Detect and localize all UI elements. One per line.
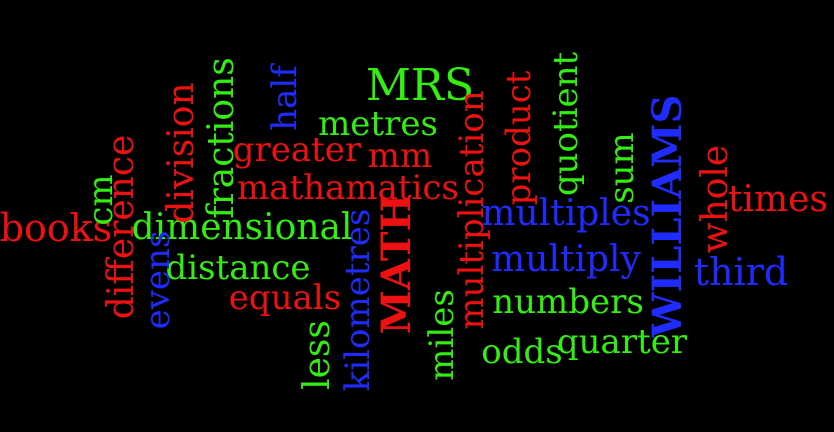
word-product: product xyxy=(499,70,539,206)
word-less: less xyxy=(297,320,338,390)
word-half: half xyxy=(265,65,305,131)
word-distance: distance xyxy=(165,248,311,288)
word-quarter: quarter xyxy=(556,322,688,362)
word-greater: greater xyxy=(232,130,362,170)
word-odds: odds xyxy=(481,332,563,372)
word-equals: equals xyxy=(228,278,342,318)
word-fractions: fractions xyxy=(201,57,242,219)
word-multiples: multiples xyxy=(481,193,651,234)
word-williams: WILLIAMS xyxy=(644,94,691,338)
word-dimensional: dimensional xyxy=(131,207,353,248)
word-multiplication: multiplication xyxy=(452,90,492,330)
word-metres: metres xyxy=(318,104,438,144)
word-evens: evens xyxy=(138,230,178,330)
word-quotient: quotient xyxy=(546,51,586,197)
word-sum: sum xyxy=(602,132,642,204)
word-difference: difference xyxy=(101,134,142,320)
word-mathamatics: mathamatics xyxy=(237,168,459,208)
word-math: MATH xyxy=(373,193,420,335)
word-third: third xyxy=(693,250,789,294)
word-whole: whole xyxy=(695,144,736,254)
word-mm: mm xyxy=(367,136,433,176)
word-times: times xyxy=(728,179,828,220)
word-kilometres: kilometres xyxy=(338,208,378,392)
word-books: books xyxy=(0,206,113,250)
word-mrs: MRS xyxy=(365,60,475,111)
word-division: division xyxy=(161,82,202,224)
word-numbers: numbers xyxy=(492,282,644,322)
word-multiply: multiply xyxy=(491,239,641,280)
